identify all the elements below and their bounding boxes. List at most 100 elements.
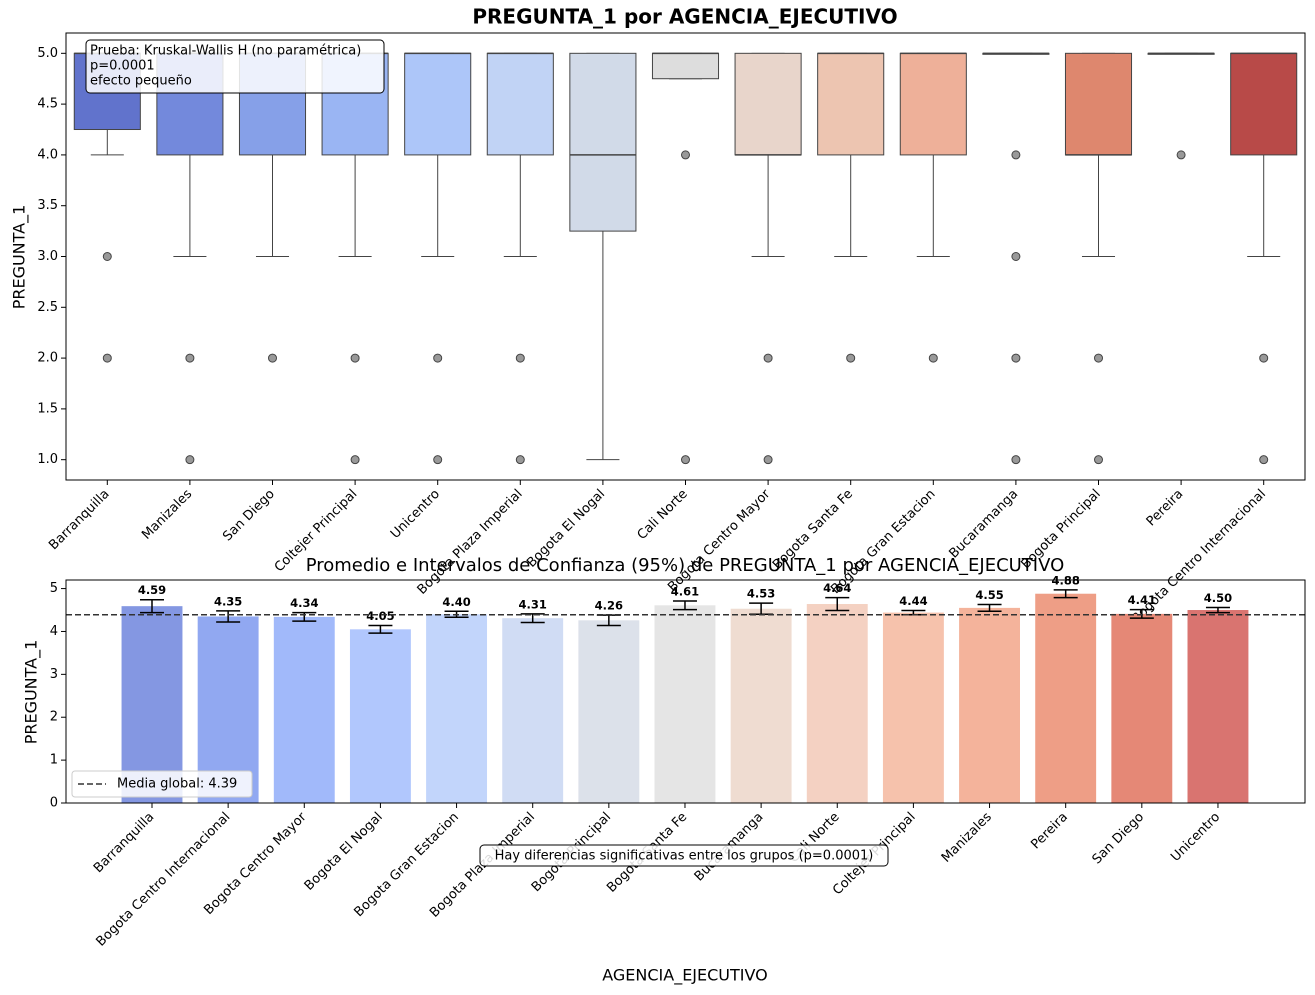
y-tick-label: 4.0 [37, 147, 58, 162]
bar [806, 604, 868, 803]
x-tick-label: Pereira [1028, 810, 1071, 853]
outlier [1176, 150, 1186, 160]
bar [1035, 593, 1097, 803]
value-label: 4.50 [1204, 591, 1232, 605]
bar [502, 618, 564, 803]
box [404, 52, 472, 156]
value-label: 4.44 [899, 594, 927, 608]
axes-frame [65, 579, 1306, 804]
bar [121, 606, 183, 803]
y-tick-label: 1.0 [37, 452, 58, 467]
bar [578, 620, 640, 803]
x-tick-label: Unicentro [1168, 810, 1223, 865]
box [899, 52, 967, 156]
outlier [1011, 150, 1021, 160]
y-tick-label: 0 [50, 796, 58, 811]
x-axis-label: AGENCIA_EJECUTIVO [602, 966, 768, 986]
bar [426, 614, 488, 803]
x-tick-label: Manizales [139, 487, 195, 543]
box [486, 52, 554, 156]
legend-label: Media global: 4.39 [117, 777, 237, 792]
box [1230, 52, 1298, 156]
annotation-text: p=0.0001 [90, 59, 155, 74]
y-tick-label: 2 [50, 710, 58, 725]
value-label: 4.40 [442, 595, 470, 609]
outlier [763, 353, 773, 363]
x-tick-label: Barranquilla [91, 810, 157, 876]
value-label: 4.34 [290, 596, 318, 610]
box [569, 52, 637, 232]
x-tick-label: Barranquilla [46, 487, 112, 553]
y-tick-label: 5 [50, 581, 58, 596]
annotation: Prueba: Kruskal-Wallis H (no paramétrica… [85, 39, 385, 94]
bar [959, 607, 1020, 803]
value-label: 4.55 [975, 588, 1003, 602]
value-label: 4.41 [1128, 593, 1156, 607]
annotation-text: Hay diferencias significativas entre los… [495, 849, 874, 864]
x-tick-label: San Diego [1090, 810, 1148, 868]
value-label: 4.64 [823, 581, 851, 595]
outlier [268, 353, 277, 363]
y-tick-label: 4 [50, 624, 58, 639]
value-label: 4.61 [671, 585, 699, 599]
y-tick-label: 1.5 [37, 401, 58, 416]
x-tick-label: Bogota Centro Internacional [94, 810, 234, 950]
box [817, 52, 885, 156]
value-label: 4.05 [366, 609, 394, 623]
x-tick-label: Bucaramanga [946, 487, 1021, 562]
outlier [1011, 353, 1021, 363]
bar [730, 608, 792, 803]
chart-title: PREGUNTA_1 por AGENCIA_EJECUTIVO [472, 5, 897, 29]
axes-frame [65, 32, 1306, 481]
outlier [350, 455, 360, 465]
y-tick-label: 4.5 [37, 97, 58, 112]
outlier [1011, 455, 1021, 465]
outlier [1094, 353, 1103, 363]
x-tick-label: San Diego [220, 487, 278, 545]
value-label: 4.53 [747, 587, 775, 601]
bar [654, 605, 716, 803]
x-tick-label: Pereira [1144, 487, 1187, 530]
outlier [185, 353, 195, 363]
y-tick-label: 1 [50, 753, 58, 768]
outlier [515, 455, 525, 465]
outlier [433, 353, 443, 363]
outlier [681, 150, 690, 160]
outlier [681, 455, 690, 465]
outlier [350, 353, 360, 363]
annotation-text: Prueba: Kruskal-Wallis H (no paramétrica… [90, 44, 361, 59]
outlier [1259, 353, 1269, 363]
value-label: 4.31 [519, 597, 547, 611]
outlier [515, 353, 525, 363]
bar [882, 612, 944, 803]
value-label: 4.59 [138, 583, 166, 597]
x-tick-label: Unicentro [388, 487, 443, 542]
outlier [1011, 252, 1021, 261]
value-label: 4.26 [595, 599, 623, 613]
bar [349, 629, 411, 803]
y-axis-label: PREGUNTA_1 [10, 205, 30, 310]
box [734, 52, 802, 156]
x-tick-label: Manizales [939, 810, 995, 866]
annotation-text: efecto pequeño [90, 74, 192, 89]
annotation-box [85, 39, 385, 94]
x-tick-label: Bogota El Nogal [302, 810, 386, 894]
outlier [1259, 455, 1269, 465]
value-label: 4.35 [214, 594, 242, 608]
annotation-box [479, 844, 889, 867]
y-tick-label: 5.0 [37, 46, 58, 61]
box [651, 52, 720, 80]
outlier [928, 353, 938, 363]
outlier [763, 455, 773, 465]
outlier [433, 455, 443, 465]
outlier [102, 353, 112, 363]
y-tick-label: 3.5 [37, 198, 58, 213]
outlier [846, 353, 856, 363]
box [1064, 52, 1133, 156]
outlier [102, 252, 112, 261]
bar [273, 616, 335, 803]
bar [1187, 610, 1249, 803]
outlier [185, 455, 195, 465]
y-tick-label: 2.5 [37, 300, 58, 315]
